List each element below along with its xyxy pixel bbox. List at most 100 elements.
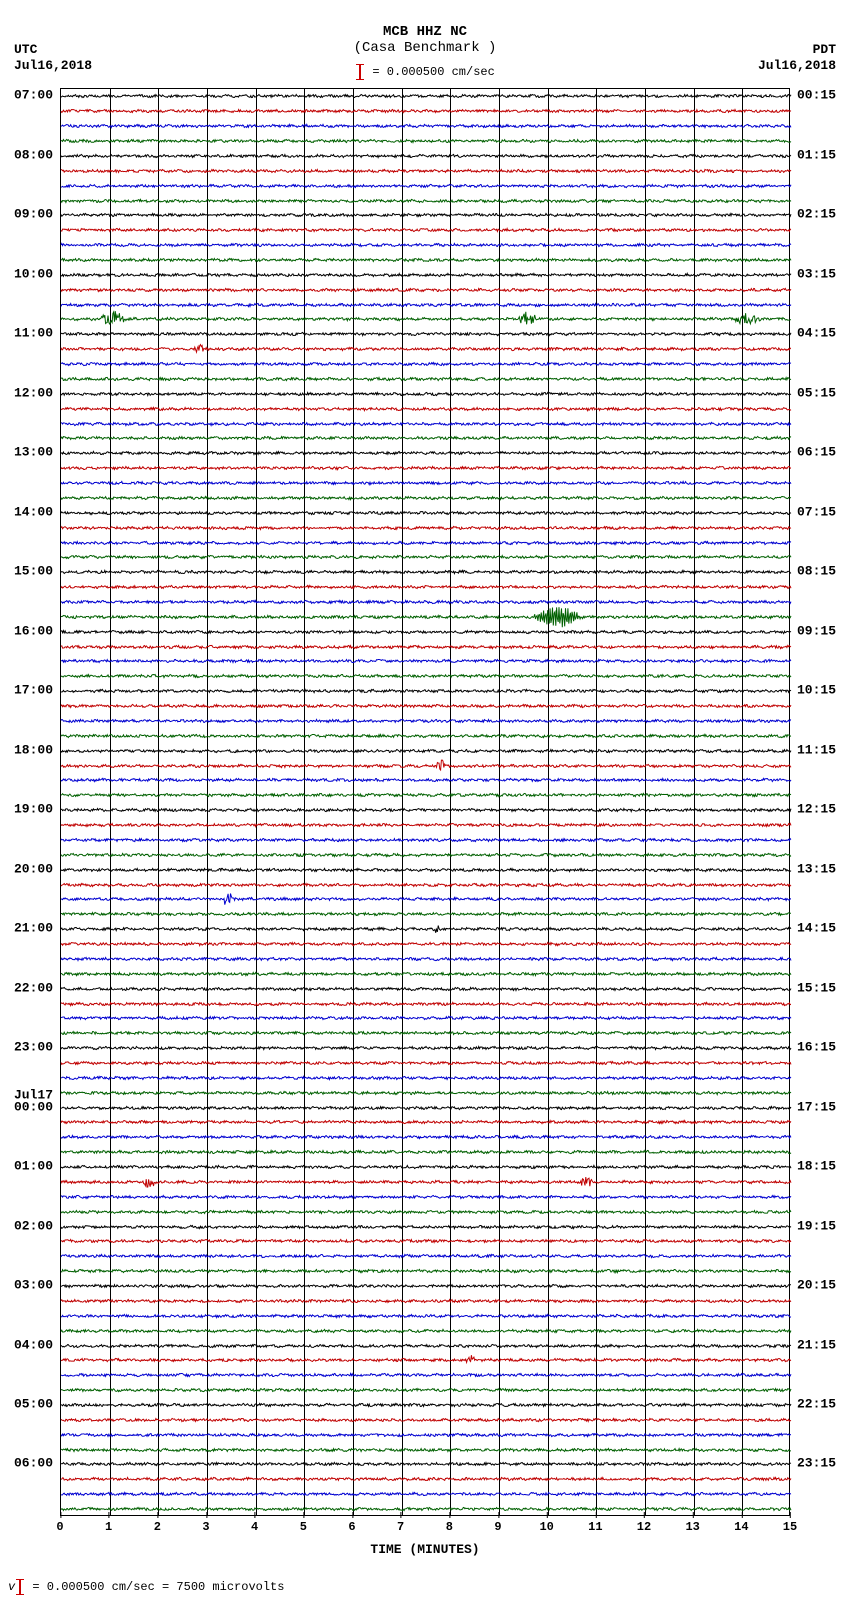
seismic-trace [61,952,789,966]
seismic-trace [61,759,789,773]
seismic-trace [61,610,789,624]
seismic-trace [61,1160,789,1174]
seismic-trace [61,997,789,1011]
seismic-trace [61,446,789,460]
x-tick: 7 [397,1520,404,1534]
seismic-trace [61,372,789,386]
time-label-utc: 06:00 [14,1456,53,1471]
x-tick: 15 [783,1520,797,1534]
seismic-trace [61,298,789,312]
time-label-pdt: 13:15 [797,861,836,876]
seismogram-plot [60,88,790,1516]
seismic-trace [61,253,789,267]
seismic-trace [61,283,789,297]
x-tick: 5 [300,1520,307,1534]
seismic-trace [61,1339,789,1353]
time-label-utc: 18:00 [14,742,53,757]
seismic-trace [61,327,789,341]
seismic-trace [61,1443,789,1457]
seismic-trace [61,179,789,193]
seismic-trace [61,654,789,668]
x-tick: 12 [637,1520,651,1534]
time-label-utc: 05:00 [14,1396,53,1411]
seismic-trace [61,417,789,431]
seismic-trace [61,119,789,133]
seismic-trace [61,1413,789,1427]
seismic-trace [61,1205,789,1219]
seismic-trace [61,1324,789,1338]
footer-scale: v = 0.000500 cm/sec = 7500 microvolts [8,1579,284,1595]
x-tick: 14 [734,1520,748,1534]
seismic-trace [61,878,789,892]
time-label-pdt: 23:15 [797,1456,836,1471]
scale-bar-icon [19,1579,21,1595]
x-tick: 2 [154,1520,161,1534]
time-label-pdt: 16:15 [797,1040,836,1055]
timezone-right: PDT [813,42,836,57]
time-label-pdt: 03:15 [797,266,836,281]
seismic-trace [61,744,789,758]
seismic-trace [61,1309,789,1323]
time-label-pdt: 11:15 [797,742,836,757]
seismic-trace [61,669,789,683]
seismic-trace [61,1175,789,1189]
seismic-trace [61,1130,789,1144]
seismic-trace [61,1249,789,1263]
time-label-pdt: 00:15 [797,88,836,103]
seismic-trace [61,536,789,550]
date-left: Jul16,2018 [14,58,92,73]
scale-text: = 0.000500 cm/sec [372,65,494,79]
time-label-pdt: 20:15 [797,1278,836,1293]
time-label-utc: 12:00 [14,385,53,400]
seismic-trace [61,194,789,208]
seismic-trace [61,357,789,371]
seismic-trace [61,1026,789,1040]
seismic-trace [61,848,789,862]
seismic-trace [61,1190,789,1204]
time-label-utc: 15:00 [14,564,53,579]
seismic-trace [61,1487,789,1501]
seismic-trace [61,699,789,713]
seismic-trace [61,476,789,490]
time-label-utc: 21:00 [14,921,53,936]
time-label-utc: 01:00 [14,1159,53,1174]
seismic-trace [61,1457,789,1471]
time-label-utc: 14:00 [14,504,53,519]
time-label-pdt: 21:15 [797,1337,836,1352]
time-label-pdt: 04:15 [797,326,836,341]
time-label-utc: 19:00 [14,802,53,817]
seismic-trace [61,89,789,103]
seismic-trace [61,268,789,282]
seismic-trace [61,833,789,847]
time-label-pdt: 09:15 [797,623,836,638]
station-location: (Casa Benchmark ) [354,40,497,56]
seismic-trace [61,625,789,639]
time-label-utc: 04:00 [14,1337,53,1352]
seismic-trace [61,1428,789,1442]
seismic-trace [61,818,789,832]
time-label-pdt: 08:15 [797,564,836,579]
seismic-trace [61,1294,789,1308]
x-tick: 10 [539,1520,553,1534]
seismic-trace [61,1086,789,1100]
time-label-pdt: 06:15 [797,445,836,460]
seismic-trace [61,208,789,222]
time-label-pdt: 01:15 [797,147,836,162]
seismic-trace [61,1383,789,1397]
seismic-trace [61,431,789,445]
seismic-trace [61,803,789,817]
seismic-trace [61,729,789,743]
time-label-utc: 08:00 [14,147,53,162]
x-tick: 6 [348,1520,355,1534]
time-label-utc: 22:00 [14,980,53,995]
seismic-trace [61,1071,789,1085]
x-tick: 8 [446,1520,453,1534]
time-label-pdt: 12:15 [797,802,836,817]
time-label-pdt: 19:15 [797,1218,836,1233]
seismic-trace [61,1234,789,1248]
seismic-trace [61,461,789,475]
time-label-utc: 10:00 [14,266,53,281]
seismic-trace [61,982,789,996]
seismic-trace [61,521,789,535]
time-label-pdt: 18:15 [797,1159,836,1174]
